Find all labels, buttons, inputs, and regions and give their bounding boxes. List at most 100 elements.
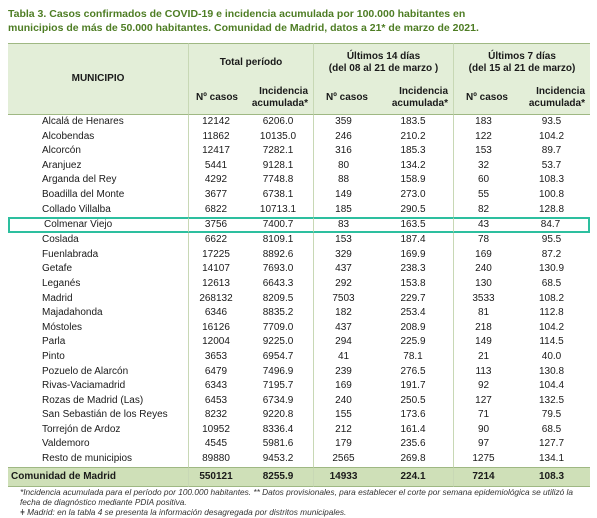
value-cell: 250.5 <box>400 394 426 406</box>
municipio-cell: Resto de municipios <box>42 453 133 465</box>
value-cell: 253.4 <box>400 307 426 319</box>
municipio-cell: Majadahonda <box>42 307 103 319</box>
municipio-cell: Pozuelo de Alarcón <box>42 365 129 377</box>
value-cell: 6453 <box>188 393 243 409</box>
value-cell: 16126 <box>188 320 243 336</box>
value-cell: 41 <box>313 349 373 365</box>
table-row: Resto de municipios 89880 9453.2 2565 269.8 1… <box>8 452 590 467</box>
municipio-cell: Parla <box>42 336 66 348</box>
table-row: Alcorcón 12417 7282.1 316 185.3 153 89.7 <box>8 144 590 159</box>
value-cell: 359 <box>313 115 373 130</box>
header-text: (del 15 al 21 de marzo) <box>468 63 576 74</box>
value-cell: 155 <box>313 408 373 423</box>
value-cell: 183 <box>453 115 513 130</box>
table-row: Pinto 3653 6954.7 41 78.1 21 40.0 <box>8 349 590 365</box>
value-cell: 122 <box>453 129 513 145</box>
value-cell: 82 <box>453 202 513 218</box>
value-cell: 71 <box>453 408 513 423</box>
value-cell: 210.2 <box>400 130 426 142</box>
value-cell: 9225.0 <box>262 336 294 348</box>
value-cell: 153.8 <box>400 277 426 289</box>
value-cell: 14107 <box>188 262 243 277</box>
table-row: Getafe 14107 7693.0 437 238.3 240 130.9 <box>8 262 590 277</box>
value-cell: 294 <box>313 335 373 350</box>
value-cell: 329 <box>313 247 373 263</box>
municipio-cell: San Sebastián de los Reyes <box>42 409 168 421</box>
value-cell: 173.6 <box>400 409 426 421</box>
value-cell: 8232 <box>188 408 243 423</box>
value-cell: 240 <box>313 393 373 409</box>
value-cell: 8209.5 <box>262 292 294 304</box>
value-cell: 89880 <box>188 452 243 467</box>
value-cell: 179 <box>313 437 373 453</box>
header-text: (del 08 al 21 de marzo ) <box>328 63 439 74</box>
value-cell: 6643.3 <box>262 277 294 289</box>
value-cell: 21 <box>453 349 513 365</box>
value-cell: 240 <box>453 262 513 277</box>
municipio-cell: Aranjuez <box>42 159 82 171</box>
value-cell: 43 <box>453 217 513 234</box>
value-cell: 225.9 <box>400 336 426 348</box>
value-cell: 7503 <box>313 291 373 307</box>
value-cell: 169.9 <box>400 248 426 260</box>
total-value: 108.3 <box>513 466 590 487</box>
table-row: Pozuelo de Alarcón 6479 7496.9 239 276.5 113 1… <box>8 364 590 380</box>
table-row: Aranjuez 5441 9128.1 80 134.2 32 53.7 <box>8 158 590 174</box>
value-cell: 7400.7 <box>243 217 313 234</box>
value-cell: 130 <box>453 276 513 292</box>
header-cell: Últimos 7 días (del 15 al 21 de marzo) <box>453 43 590 82</box>
value-cell: 161.4 <box>400 423 426 435</box>
value-cell: 7709.0 <box>262 321 294 333</box>
value-cell: 93.5 <box>541 116 562 127</box>
value-cell: 78.1 <box>403 350 423 362</box>
table-row: Fuenlabrada 17225 8892.6 329 169.9 169 87.2 <box>8 247 590 263</box>
value-cell: 4545 <box>188 437 243 453</box>
value-cell: 212 <box>313 422 373 438</box>
value-cell: 149 <box>313 187 373 203</box>
value-cell: 273.0 <box>400 188 426 200</box>
value-cell: 112.8 <box>539 307 564 319</box>
municipio-cell: Pinto <box>42 350 65 362</box>
value-cell: 187.4 <box>400 234 426 246</box>
value-cell: 8835.2 <box>262 307 294 319</box>
header-text: Últimos 14 días <box>346 51 421 62</box>
value-cell: 9220.8 <box>262 409 294 421</box>
value-cell: 80 <box>313 158 373 174</box>
value-cell: 10713.1 <box>259 203 297 215</box>
value-cell: 2565 <box>313 452 373 467</box>
table-row: Arganda del Rey 4292 7748.8 88 158.9 60 108.3 <box>8 173 590 188</box>
value-cell: 6954.7 <box>262 350 294 362</box>
municipio-cell: Boadilla del Monte <box>42 188 125 200</box>
value-cell: 12142 <box>188 115 243 130</box>
value-cell: 239 <box>313 364 373 380</box>
value-cell: 149 <box>453 335 513 350</box>
column-header: Nº casos <box>313 82 373 115</box>
table-row: Leganés 12613 6643.3 292 153.8 130 68.5 <box>8 276 590 292</box>
table-row: Alcobendas 11862 10135.0 246 210.2 122 104.2 <box>8 129 590 145</box>
value-cell: 290.5 <box>400 203 426 215</box>
table-footer: Comunidad de Madrid 550121 8255.9 14933 224.… <box>8 466 590 487</box>
value-cell: 269.8 <box>400 453 426 465</box>
value-cell: 169 <box>313 379 373 394</box>
value-cell: 7282.1 <box>262 145 294 157</box>
value-cell: 113 <box>453 364 513 380</box>
value-cell: 276.5 <box>400 365 426 377</box>
value-cell: 78 <box>453 233 513 248</box>
value-cell: 6738.1 <box>262 188 294 200</box>
value-cell: 17225 <box>188 247 243 263</box>
table-row: Valdemoro 4545 5981.6 179 235.6 97 127.7 <box>8 437 590 453</box>
footnote: ǂ Madrid: en la tabla 4 se presenta la i… <box>20 507 347 517</box>
municipio-cell: Fuenlabrada <box>42 248 99 260</box>
value-cell: 9453.2 <box>262 453 294 465</box>
value-cell: 128.8 <box>538 203 565 215</box>
footnotes: *Incidencia acumulada para el período po… <box>20 487 580 517</box>
value-cell: 104.2 <box>538 130 565 142</box>
municipio-cell: Rozas de Madrid (Las) <box>42 394 144 406</box>
value-cell: 8336.4 <box>262 423 294 435</box>
value-cell: 97 <box>453 437 513 453</box>
table-row: Parla 12004 9225.0 294 225.9 149 114.5 <box>8 335 590 350</box>
table-row: Majadahonda 6346 8835.2 182 253.4 81 112.8 <box>8 306 590 321</box>
value-cell: 268132 <box>188 291 243 307</box>
value-cell: 8109.1 <box>262 234 294 246</box>
